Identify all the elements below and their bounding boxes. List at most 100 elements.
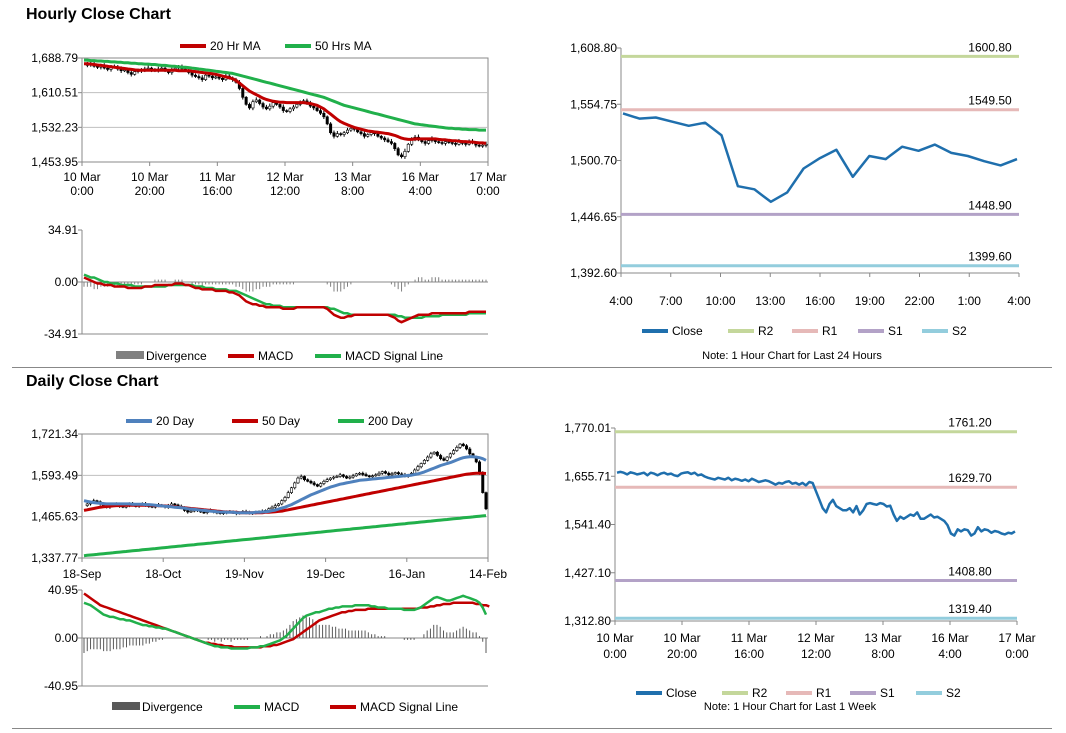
y-tick-label: 1,532.23: [31, 120, 78, 134]
candle-body: [377, 472, 381, 476]
candle-body: [210, 75, 214, 79]
candle-body: [464, 143, 468, 145]
x-tick-label: 19-Dec: [306, 567, 345, 581]
candle-body: [251, 101, 255, 109]
y-tick-label: 1,392.60: [570, 266, 617, 280]
pivot-r1-label: 1629.70: [948, 471, 992, 485]
plot-frame: [81, 433, 489, 559]
x-tick-label: 0:00: [70, 184, 94, 198]
x-tick-label: 10 Mar: [663, 631, 700, 645]
candle-body: [403, 151, 407, 157]
legend-label: 20 Hr MA: [210, 39, 261, 53]
candle-body: [273, 505, 277, 508]
x-tick-label: 8:00: [871, 647, 895, 661]
candle-body: [341, 474, 345, 477]
y-tick-label: 1,688.79: [31, 51, 78, 65]
x-tick-label: 10 Mar: [596, 631, 633, 645]
close-line: [622, 112, 1018, 204]
candle-body: [348, 476, 352, 479]
candle-body: [443, 141, 447, 144]
candle-body: [358, 472, 362, 475]
x-tick-label: 10 Mar: [131, 170, 168, 184]
candle-body: [440, 142, 444, 144]
candle-body: [445, 456, 449, 461]
candle-body: [244, 97, 248, 105]
candle-body: [345, 129, 349, 134]
candle-body: [422, 459, 426, 464]
candle-body: [481, 472, 485, 493]
candle-body: [389, 141, 393, 144]
candle-body: [484, 143, 488, 146]
candle-body: [285, 110, 289, 112]
candle-body: [261, 103, 265, 108]
ma20-line: [83, 455, 487, 515]
legend-label: Divergence: [146, 349, 207, 363]
y-tick-label: 1,312.80: [564, 614, 611, 628]
x-tick-label: 11 Mar: [731, 631, 767, 645]
candle-body: [371, 475, 375, 478]
candle-body: [484, 492, 488, 510]
close-line: [616, 470, 1016, 537]
x-tick-label: 11 Mar: [199, 170, 235, 184]
legend-label: R2: [752, 686, 768, 700]
x-tick-label: 16:00: [805, 294, 835, 308]
candle-body: [309, 481, 313, 484]
legend-label: MACD: [264, 700, 300, 714]
daily_week-chart: 1,770.01 1,655.71 1,541.40 1,427.10 1,312.80…: [564, 416, 1035, 713]
ma50-line: [84, 58, 486, 132]
candle-body: [452, 450, 456, 455]
y-tick-label: 0.00: [55, 631, 79, 645]
candle-body: [193, 74, 197, 77]
x-tick-label: 16-Jan: [388, 567, 425, 581]
candle-body: [426, 456, 430, 461]
macd-line: [83, 594, 488, 650]
candle-body: [419, 463, 423, 468]
legend-label: Divergence: [142, 700, 203, 714]
chart-note: Note: 1 Hour Chart for Last 1 Week: [704, 701, 877, 713]
legend-label: Close: [666, 686, 697, 700]
candle-body: [264, 106, 268, 110]
candle-body: [295, 104, 299, 108]
candle-body: [217, 76, 221, 79]
candle-body: [364, 474, 368, 477]
candle-body: [349, 128, 353, 131]
candle-body: [319, 483, 323, 487]
pivot-s1-label: 1408.80: [948, 564, 992, 578]
x-tick-label: 22:00: [904, 294, 934, 308]
section-divider: [12, 367, 1052, 368]
candle-body: [366, 134, 370, 137]
x-tick-label: 19:00: [855, 294, 885, 308]
candle-body: [450, 142, 454, 144]
candle-body: [277, 503, 281, 506]
hourly_macd-chart: 34.91 0.00 -34.91 Divergence MACD MACD Signal…: [44, 223, 488, 363]
candle-body: [361, 472, 365, 475]
candle-body: [342, 132, 346, 135]
candle-body: [429, 453, 433, 458]
legend-label: MACD Signal Line: [345, 349, 443, 363]
candle-body: [322, 481, 326, 484]
pivot-r2-label: 1761.20: [948, 416, 992, 430]
legend-label: MACD Signal Line: [360, 700, 458, 714]
x-tick-label: 16 Mar: [931, 631, 968, 645]
candle-body: [221, 77, 225, 80]
x-tick-label: 4:00: [938, 647, 962, 661]
plot-frame: [81, 57, 489, 163]
candle-body: [283, 497, 287, 502]
candle-body: [258, 99, 262, 104]
pivot-r1-label: 1549.50: [968, 94, 1012, 108]
x-tick-label: 12 Mar: [266, 170, 303, 184]
candle-body: [129, 72, 133, 75]
pivot-s2-label: 1319.40: [948, 602, 992, 616]
candle-body: [432, 451, 436, 455]
y-tick-label: 1,465.63: [31, 510, 78, 524]
legend-label: Close: [672, 324, 703, 338]
candle-body: [241, 88, 245, 98]
candle-body: [286, 492, 290, 498]
candle-body: [468, 448, 472, 455]
candle-body: [393, 472, 397, 475]
candle-body: [189, 510, 193, 513]
candle-body: [477, 144, 481, 147]
candle-body: [478, 461, 482, 474]
x-tick-label: 4:00: [409, 184, 433, 198]
candle-body: [85, 503, 89, 506]
